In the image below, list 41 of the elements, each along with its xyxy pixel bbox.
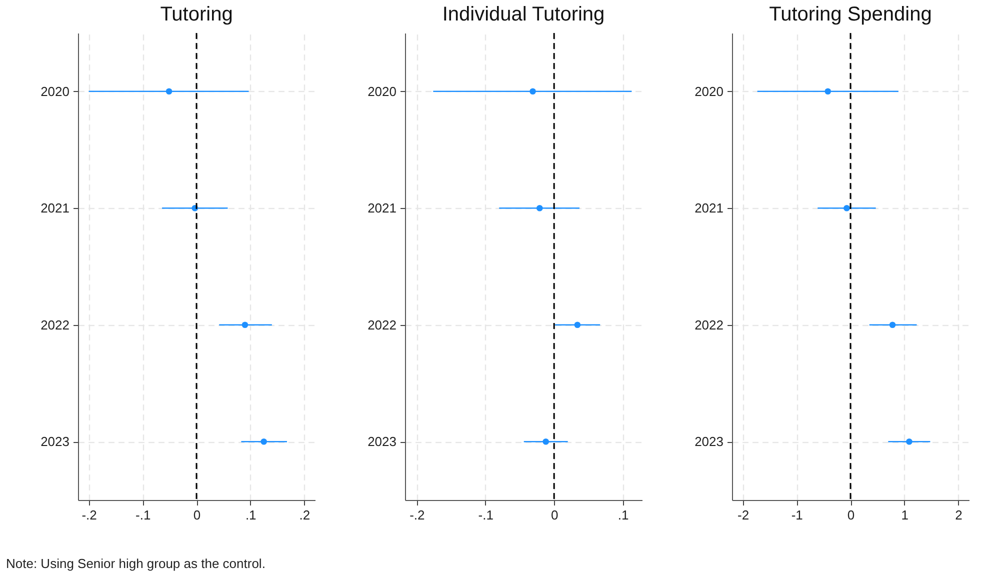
chart-title: Tutoring Spending — [769, 3, 932, 26]
point — [260, 438, 267, 445]
y-tick-label: 2023 — [368, 434, 396, 450]
y-tick-label: 2020 — [40, 84, 70, 99]
x-tick-label: 0 — [193, 508, 201, 522]
y-tick-label: 2021 — [40, 200, 70, 216]
y-tick-label: 2022 — [40, 317, 70, 332]
point — [844, 204, 850, 212]
y-tick-label: 2023 — [694, 434, 724, 450]
x-tick-label: -.1 — [136, 508, 151, 522]
x-tick-label: .1 — [245, 508, 256, 522]
x-tick-label: .1 — [618, 508, 629, 522]
point — [542, 438, 549, 445]
point — [574, 322, 581, 328]
point — [536, 204, 543, 212]
x-tick-label: -.2 — [410, 508, 425, 522]
x-tick-label: 0 — [550, 508, 558, 522]
point — [242, 322, 248, 328]
chart-title: Tutoring — [160, 3, 233, 26]
x-tick-label: -1 — [791, 508, 803, 522]
x-tick-label: .2 — [299, 508, 310, 522]
point — [166, 88, 172, 95]
chart-title: Individual Tutoring — [442, 3, 605, 26]
y-tick-label: 2021 — [368, 200, 396, 216]
y-tick-label: 2022 — [368, 317, 396, 332]
y-tick-label: 2021 — [694, 200, 724, 216]
point — [906, 438, 912, 445]
x-tick-label: -2 — [737, 508, 750, 522]
y-tick-label: 2020 — [694, 84, 724, 99]
point — [530, 88, 536, 95]
x-tick-label: -.2 — [82, 508, 97, 522]
y-tick-label: 2020 — [368, 84, 396, 99]
y-tick-label: 2022 — [694, 317, 724, 332]
point — [889, 322, 896, 328]
text: Note: Using Senior high group as the control. — [6, 556, 266, 571]
x-tick-label: 2 — [955, 508, 962, 522]
y-tick-label: 2023 — [40, 434, 70, 450]
point — [824, 88, 832, 95]
x-tick-label: 0 — [847, 508, 855, 522]
x-tick-label: 1 — [901, 508, 908, 522]
x-tick-label: -.1 — [478, 508, 494, 522]
